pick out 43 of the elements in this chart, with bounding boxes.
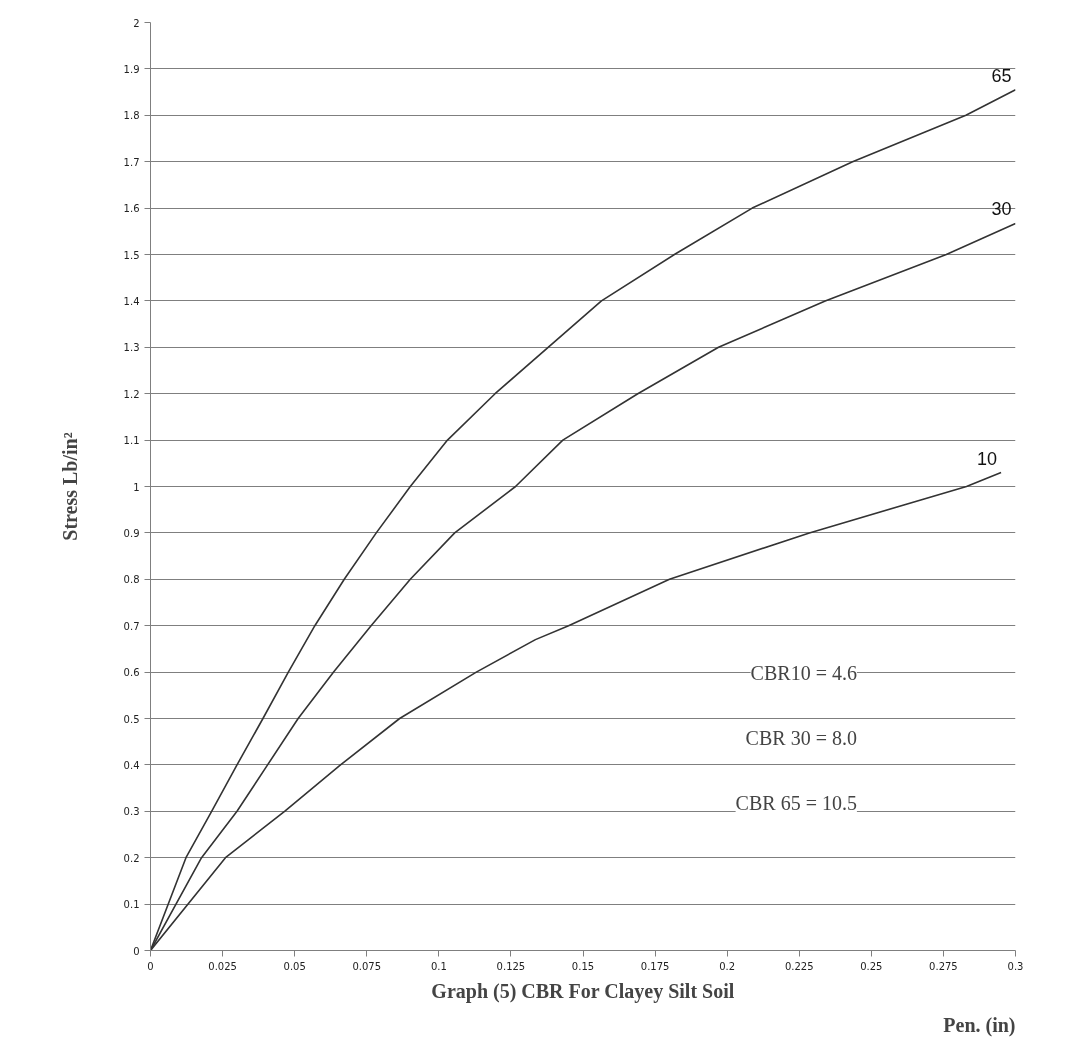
x-tick-label: 0.275 [929,960,958,972]
y-tick-label: 0.3 [123,806,140,818]
y-tick-label: 0.1 [123,899,140,911]
annotation: CBR 30 = 8.0 [745,726,857,749]
x-tick-label: 0.225 [784,960,814,972]
annotation: CBR10 = 4.6 [750,661,857,684]
y-tick-label: 1 [133,481,140,493]
y-tick-label: 1.7 [123,156,140,168]
text: Graph (5) CBR For Clayey Silt Soil [431,979,735,1003]
x-axis-title: Pen. (in) [943,1013,1016,1037]
y-tick-label: 0 [133,945,140,957]
x-tick-label: 0.25 [860,960,883,972]
y-tick-label: 0.7 [123,620,140,632]
series-label: 30 [991,199,1012,220]
x-tick-label: 0.3 [1007,960,1024,972]
y-tick-label: 0.6 [123,667,140,679]
y-tick-label: 2 [133,17,140,29]
y-tick-label: 1.3 [123,342,140,354]
series-label: 65 [991,65,1012,86]
x-tick-label: 0.2 [719,960,736,972]
x-tick-label: 0.025 [208,960,237,972]
y-tick-label: 0.8 [123,574,140,586]
y-tick-label: 1.6 [123,203,140,215]
x-tick-label: 0.1 [430,960,447,972]
y-tick-label: 1.4 [123,295,140,307]
y-tick-label: 1.1 [123,435,140,447]
x-tick-label: 0.15 [571,960,595,972]
x-tick-label: 0 [147,960,154,972]
x-tick-label: 0.05 [283,960,306,972]
x-tick-label: 0.075 [352,960,382,972]
y-tick-label: 1.2 [123,388,140,400]
y-tick-label: 1.8 [123,110,140,122]
annotation: CBR 65 = 10.5 [735,791,857,814]
x-tick-label: 0.125 [496,960,526,972]
y-tick-label: 0.4 [123,759,140,771]
y-tick-label: 0.5 [123,713,140,725]
series-label: 10 [977,448,998,469]
y-tick-label: 0.9 [123,527,140,539]
y-tick-label: 0.2 [123,852,140,864]
y-axis-title: Stress Lb/in² [58,432,81,541]
y-tick-label: 1.5 [123,249,140,261]
x-tick-label: 0.175 [640,960,670,972]
y-tick-label: 1.9 [123,63,140,75]
